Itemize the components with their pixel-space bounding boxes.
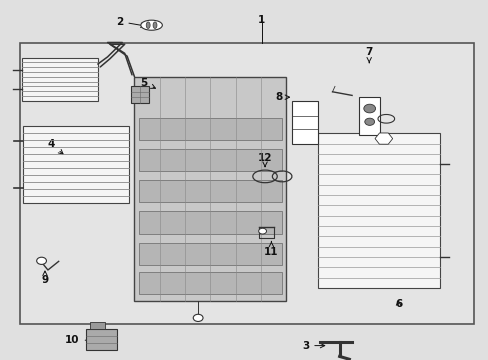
Bar xyxy=(90,322,105,329)
Text: 7: 7 xyxy=(365,47,372,63)
Bar xyxy=(358,97,380,135)
Bar xyxy=(139,118,281,140)
Text: 11: 11 xyxy=(264,242,278,257)
Ellipse shape xyxy=(141,20,162,30)
Bar xyxy=(23,126,128,203)
Bar xyxy=(139,271,281,294)
Bar xyxy=(20,43,473,324)
Circle shape xyxy=(363,104,375,113)
Bar xyxy=(317,133,439,288)
Text: 5: 5 xyxy=(141,78,155,88)
Text: 8: 8 xyxy=(275,92,289,102)
Bar xyxy=(130,86,149,103)
Bar xyxy=(139,211,281,234)
Circle shape xyxy=(258,228,266,234)
Bar xyxy=(139,149,281,171)
Text: 2: 2 xyxy=(116,17,145,27)
Text: 4: 4 xyxy=(47,139,63,154)
Text: 3: 3 xyxy=(302,341,324,351)
Circle shape xyxy=(193,314,203,321)
Text: 10: 10 xyxy=(65,335,91,345)
Circle shape xyxy=(37,257,46,264)
Bar xyxy=(134,77,285,301)
Ellipse shape xyxy=(153,22,157,28)
Circle shape xyxy=(364,118,374,125)
Bar xyxy=(22,58,98,101)
Bar xyxy=(292,101,317,144)
Text: 12: 12 xyxy=(257,153,272,167)
Bar xyxy=(139,243,281,265)
Bar xyxy=(85,329,117,350)
Bar xyxy=(139,180,281,202)
Text: 9: 9 xyxy=(41,271,48,285)
Text: 1: 1 xyxy=(258,15,264,25)
Text: 6: 6 xyxy=(394,299,401,309)
Ellipse shape xyxy=(146,22,150,28)
